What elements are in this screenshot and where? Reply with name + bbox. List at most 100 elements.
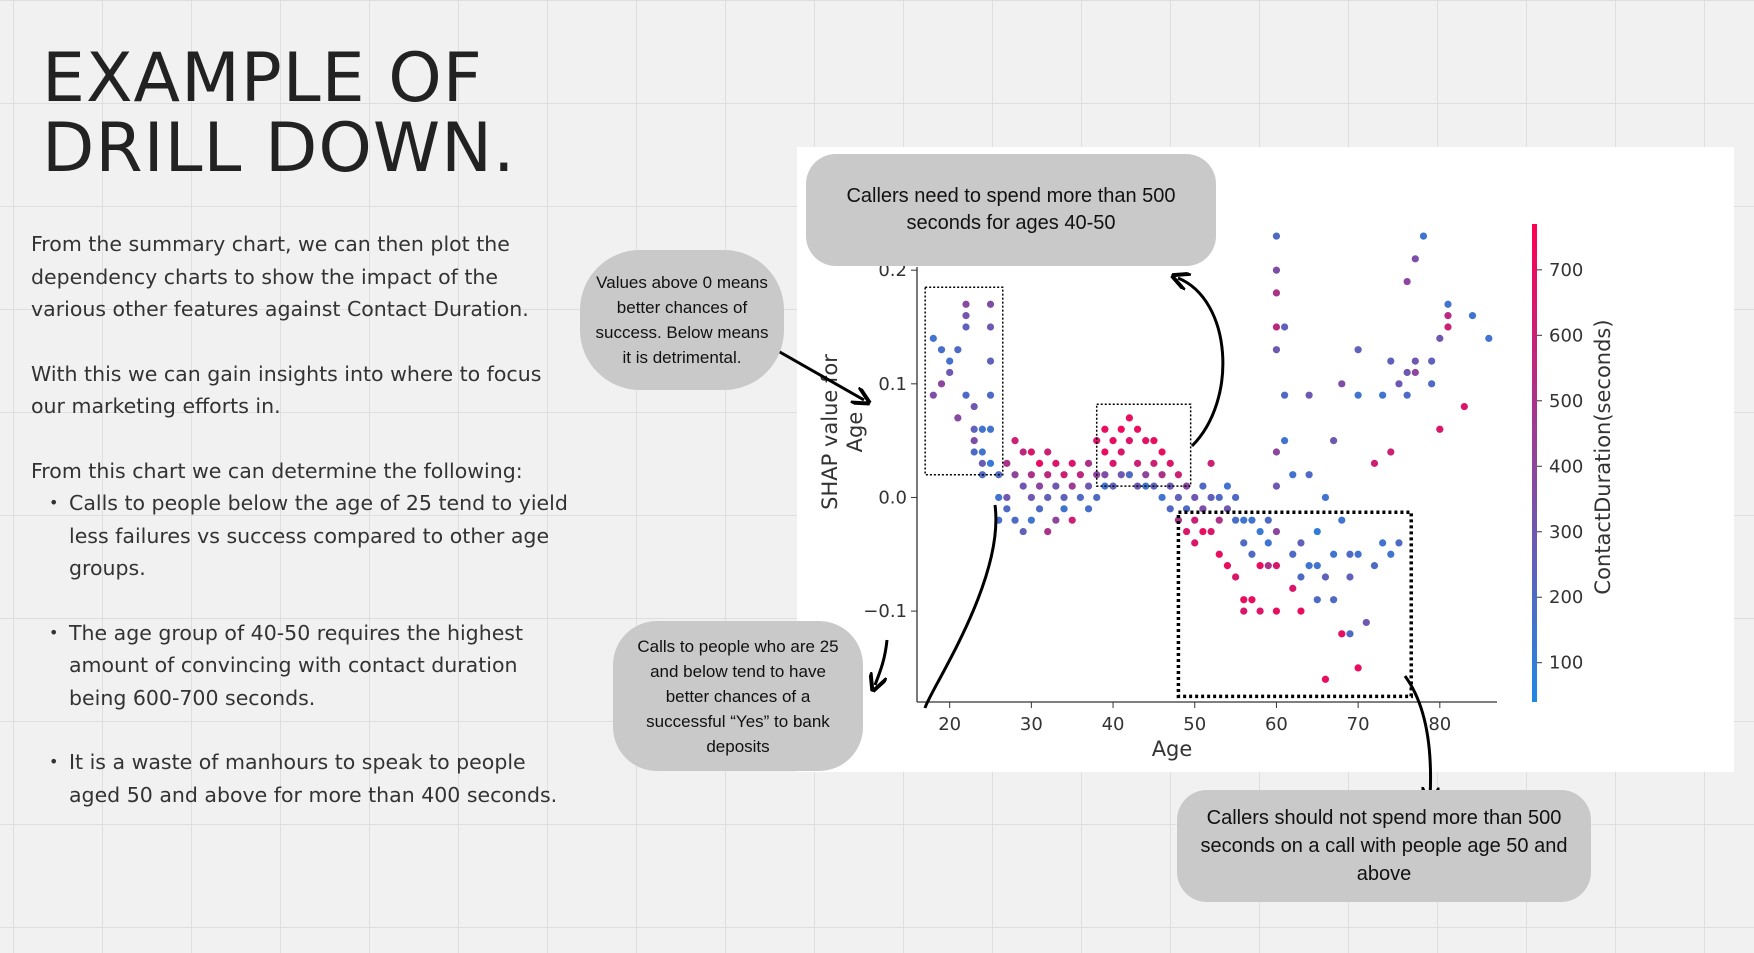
data-point: [1084, 505, 1093, 513]
data-point: [1240, 539, 1248, 547]
data-point: [1281, 391, 1289, 399]
arrow-to-bottom-left-callout: [875, 639, 889, 685]
data-point: [1101, 471, 1109, 479]
data-point: [1346, 630, 1354, 638]
data-point: [1248, 550, 1256, 558]
data-point: [1125, 414, 1133, 422]
data-point: [1272, 562, 1281, 570]
data-point: [1272, 346, 1281, 354]
x-tick-label: 50: [1183, 714, 1206, 735]
data-point: [986, 323, 995, 331]
colorbar-tick-label: 200: [1549, 587, 1583, 608]
data-point: [1093, 437, 1101, 445]
data-point: [1076, 471, 1084, 479]
data-point: [1223, 562, 1232, 570]
data-point: [1338, 516, 1346, 524]
data-point: [1117, 425, 1125, 433]
data-point: [1142, 437, 1150, 445]
data-point: [1133, 425, 1142, 433]
colorbar-tick-label: 100: [1549, 653, 1583, 674]
data-point: [1281, 323, 1289, 331]
data-point: [1428, 380, 1436, 388]
finding-item: Calls to people below the age of 25 tend…: [31, 487, 571, 585]
data-point: [1060, 505, 1068, 513]
data-point: [1272, 266, 1281, 274]
data-point: [1379, 539, 1387, 547]
data-point: [1272, 289, 1281, 297]
x-tick-label: 80: [1428, 714, 1451, 735]
data-point: [1068, 516, 1076, 524]
data-point: [1158, 448, 1166, 456]
data-point: [986, 425, 995, 433]
data-point: [986, 300, 995, 308]
data-point: [1338, 630, 1346, 638]
data-point: [1068, 482, 1076, 490]
data-point: [1101, 425, 1109, 433]
data-point: [1411, 357, 1419, 365]
data-point: [1207, 527, 1215, 536]
data-point: [1084, 482, 1093, 490]
data-point: [1231, 573, 1240, 581]
callout-under-25: Calls to people who are 25 and below ten…: [613, 621, 863, 771]
data-point: [1231, 516, 1240, 524]
data-point: [1403, 391, 1411, 399]
data-point: [1207, 459, 1215, 467]
y-tick-label: 0.0: [878, 487, 907, 508]
data-point: [978, 448, 986, 456]
data-point: [1354, 346, 1362, 354]
data-point: [1297, 607, 1305, 615]
data-point: [954, 346, 962, 354]
data-point: [1313, 562, 1321, 570]
data-point: [1289, 471, 1297, 479]
data-point: [1191, 493, 1199, 502]
data-point: [1272, 323, 1281, 331]
data-point: [1199, 482, 1207, 490]
data-point: [1395, 539, 1403, 547]
data-point: [1019, 527, 1027, 536]
data-point: [1052, 459, 1060, 467]
findings-list: Calls to people below the age of 25 tend…: [31, 487, 571, 811]
data-point: [1330, 550, 1338, 558]
data-point: [1060, 493, 1068, 502]
data-point: [978, 459, 986, 467]
data-point: [1044, 493, 1052, 502]
data-point: [1166, 459, 1174, 467]
data-point: [1256, 527, 1264, 536]
data-point: [1411, 368, 1419, 377]
data-point: [1403, 277, 1411, 286]
data-point: [1011, 437, 1019, 445]
data-point: [1182, 482, 1191, 490]
data-point: [1044, 527, 1052, 536]
data-point: [970, 425, 978, 433]
data-point: [1289, 584, 1297, 592]
data-point: [1395, 380, 1403, 388]
x-tick-label: 60: [1265, 714, 1288, 735]
data-point: [1297, 573, 1305, 581]
data-point: [1436, 334, 1444, 342]
data-point: [1411, 255, 1419, 263]
data-point: [1215, 550, 1223, 558]
data-point: [1272, 527, 1281, 536]
data-point: [1084, 459, 1093, 467]
highlight-box: [924, 286, 1004, 476]
data-point: [962, 300, 970, 308]
arrow-to-bottom-right-callout: [1403, 675, 1431, 798]
data-point: [1166, 505, 1174, 513]
arrow-from-young-box: [923, 504, 998, 709]
title-line-1: EXAMPLE OF: [42, 39, 483, 118]
data-point: [1444, 300, 1452, 308]
data-point: [1101, 448, 1109, 456]
x-axis-label: Age: [1152, 737, 1193, 761]
data-point: [1174, 493, 1183, 502]
slide-title: EXAMPLE OF DRILL DOWN.: [42, 44, 516, 184]
data-point: [929, 391, 937, 399]
data-point: [1150, 459, 1158, 467]
data-point: [1346, 573, 1354, 581]
data-point: [1207, 493, 1215, 502]
data-point: [970, 448, 978, 456]
data-point: [1003, 459, 1011, 467]
y-tick-label: −0.1: [863, 601, 907, 622]
data-point: [1272, 232, 1281, 240]
colorbar-tick-label: 700: [1549, 260, 1583, 281]
